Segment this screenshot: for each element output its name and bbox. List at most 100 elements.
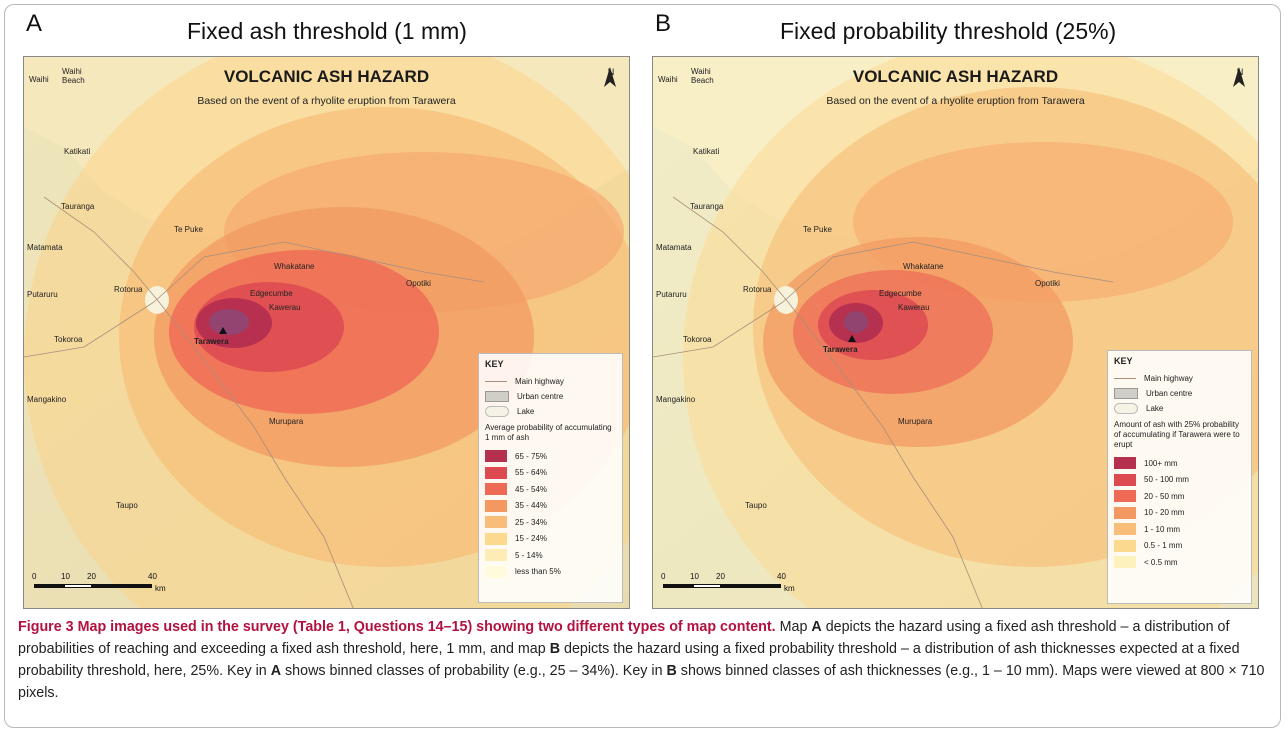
- key-class-label: 15 - 24%: [515, 534, 548, 544]
- highway-symbol: [485, 381, 507, 382]
- key-urban: Urban centre: [485, 389, 616, 404]
- town-label: Tauranga: [690, 202, 724, 211]
- map-b-heading: VOLCANIC ASH HAZARD: [852, 67, 1059, 86]
- town-label: Te Puke: [174, 225, 203, 234]
- key-class-row: 5 - 14%: [485, 547, 616, 564]
- scale-bar: 0 10 20 40 km: [661, 572, 801, 598]
- lake-symbol: [1114, 403, 1138, 414]
- scale-segment: [34, 584, 64, 588]
- key-class-swatch: [485, 466, 507, 479]
- highway-symbol: [1114, 378, 1136, 379]
- town-label: Putaruru: [27, 290, 58, 299]
- key-title: KEY: [1114, 356, 1133, 366]
- town-label: Taupo: [116, 501, 138, 510]
- caption-ref-a: A: [811, 619, 822, 635]
- key-lake: Lake: [485, 404, 616, 419]
- highway: [782, 241, 1114, 303]
- urban-symbol: [1114, 388, 1138, 399]
- key-class-row: 55 - 64%: [485, 465, 616, 482]
- key-urban-label: Urban centre: [1146, 389, 1193, 398]
- key-class-row: 1 - 10 mm: [1114, 521, 1245, 538]
- key-class-swatch: [485, 532, 507, 545]
- town-label: Matamata: [27, 243, 63, 252]
- map-a-subheading: Based on the event of a rhyolite eruptio…: [197, 95, 456, 107]
- tarawera-marker: [219, 327, 227, 334]
- scale-segment: [721, 584, 781, 588]
- key-class-swatch: [1114, 473, 1136, 486]
- key-class-row: 10 - 20 mm: [1114, 505, 1245, 522]
- key-class-label: 55 - 64%: [515, 468, 548, 478]
- key-class-swatch: [485, 516, 507, 529]
- key-class-label: 50 - 100 mm: [1144, 475, 1189, 485]
- panel-b-title: Fixed probability threshold (25%): [780, 18, 1117, 44]
- town-label: Opotiki: [1035, 279, 1060, 288]
- key-lake: Lake: [1114, 401, 1245, 416]
- panel-a-letter: A: [26, 10, 43, 37]
- key-highway-label: Main highway: [515, 377, 564, 386]
- highway: [43, 196, 354, 608]
- scale-tick: 10: [690, 572, 699, 581]
- key-class-swatch: [485, 450, 507, 463]
- town-label: Tokoroa: [683, 335, 712, 344]
- scale-unit: km: [784, 584, 795, 593]
- town-label: Te Puke: [803, 225, 832, 234]
- caption-text: Map: [775, 619, 812, 635]
- key-class-label: less than 5%: [515, 567, 561, 577]
- map-panel-b: VOLCANIC ASH HAZARD Based on the event o…: [652, 56, 1259, 609]
- town-label: Mangakino: [656, 395, 696, 404]
- lake-tarawera: [844, 311, 868, 333]
- town-label: Rotorua: [114, 285, 143, 294]
- town-label: Murupara: [898, 417, 933, 426]
- key-highway-label: Main highway: [1144, 374, 1193, 383]
- scale-bar: 0 10 20 40 km: [32, 572, 172, 598]
- key-highway: Main highway: [485, 374, 616, 389]
- key-lake-label: Lake: [517, 407, 535, 416]
- scale-segment: [92, 584, 152, 588]
- key-class-row: 20 - 50 mm: [1114, 488, 1245, 505]
- town-label: Katikati: [693, 147, 720, 156]
- highway: [24, 301, 155, 358]
- town-label: Waihi Beach: [691, 67, 714, 85]
- key-class-row: 65 - 75%: [485, 448, 616, 465]
- town-label: Waihi: [29, 75, 49, 84]
- urban-symbol: [485, 391, 509, 402]
- key-class-label: 0.5 - 1 mm: [1144, 541, 1183, 551]
- town-label: Matamata: [656, 243, 692, 252]
- scale-tick: 0: [32, 572, 37, 581]
- scale-segment: [64, 584, 92, 588]
- key-class-label: 45 - 54%: [515, 484, 548, 494]
- key-lake-label: Lake: [1146, 404, 1164, 413]
- key-class-swatch: [485, 549, 507, 562]
- town-label: Kawerau: [898, 303, 930, 312]
- panel-b-letter: B: [655, 10, 672, 37]
- lake-tarawera: [209, 309, 249, 335]
- key-class-row: 45 - 54%: [485, 481, 616, 498]
- key-class-label: 10 - 20 mm: [1144, 508, 1185, 518]
- town-label: Waihi Beach: [62, 67, 85, 85]
- key-heading: Amount of ash with 25% probability of ac…: [1114, 420, 1240, 449]
- scale-unit: km: [155, 584, 166, 593]
- town-label: Waihi: [658, 75, 678, 84]
- map-b-key: KEY Main highway Urban centre Lake Amoun…: [1107, 350, 1252, 604]
- key-class-swatch: [485, 565, 507, 578]
- town-label: Rotorua: [743, 285, 772, 294]
- key-class-swatch: [1114, 523, 1136, 536]
- key-heading: Average probability of accumulating 1 mm…: [485, 423, 612, 442]
- key-class-swatch: [1114, 490, 1136, 503]
- key-class-row: 0.5 - 1 mm: [1114, 538, 1245, 555]
- key-class-label: 25 - 34%: [515, 517, 548, 527]
- town-label: Tokoroa: [54, 335, 83, 344]
- north-arrow-icon: [604, 67, 616, 87]
- key-class-swatch: [485, 499, 507, 512]
- key-class-swatch: [1114, 556, 1136, 569]
- caption-text: shows binned classes of probability (e.g…: [281, 663, 667, 679]
- scale-tick: 0: [661, 572, 666, 581]
- highway: [672, 196, 983, 608]
- key-highway: Main highway: [1114, 371, 1245, 386]
- key-class-swatch: [1114, 457, 1136, 470]
- caption-ref-b: B: [666, 663, 677, 679]
- figure-caption: Figure 3 Map images used in the survey (…: [18, 616, 1268, 704]
- town-label: Opotiki: [406, 279, 431, 288]
- key-class-row: 35 - 44%: [485, 498, 616, 515]
- town-label: Whakatane: [274, 262, 315, 271]
